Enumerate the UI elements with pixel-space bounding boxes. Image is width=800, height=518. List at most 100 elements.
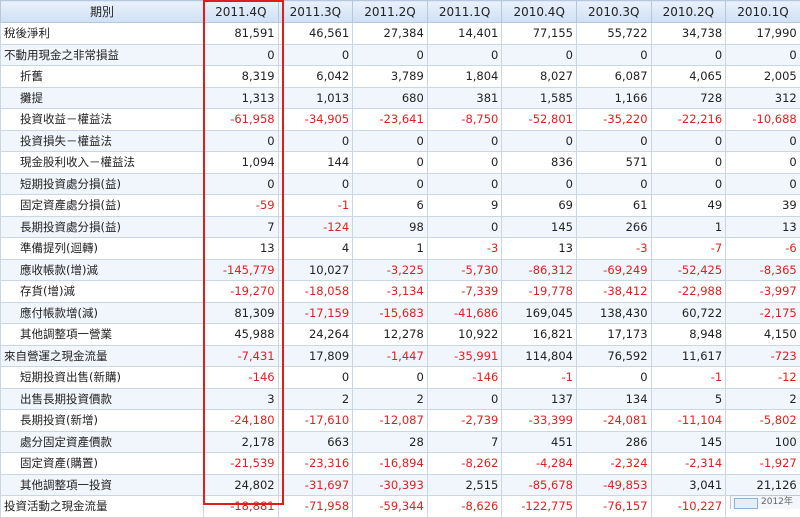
value-cell: 381 — [427, 87, 502, 109]
value-cell: -19,778 — [502, 281, 577, 303]
period-header[interactable]: 2010.1Q — [726, 1, 800, 23]
value-cell: 2,178 — [204, 431, 279, 453]
value-cell: -7,339 — [427, 281, 502, 303]
value-cell: -52,801 — [502, 109, 577, 131]
value-cell: 17,173 — [576, 324, 651, 346]
value-cell: 1,313 — [204, 87, 279, 109]
value-cell: -145,779 — [204, 259, 279, 281]
value-cell: 0 — [278, 44, 353, 66]
value-cell: 0 — [353, 173, 428, 195]
period-header[interactable]: 2011.3Q — [278, 1, 353, 23]
value-cell: -15,683 — [353, 302, 428, 324]
value-cell: 9 — [427, 195, 502, 217]
row-label: 準備提列(迴轉) — [1, 238, 204, 260]
value-cell: -5,802 — [726, 410, 800, 432]
period-header[interactable]: 2011.2Q — [353, 1, 428, 23]
value-cell: 77,155 — [502, 23, 577, 45]
value-cell: 0 — [651, 130, 726, 152]
value-cell: 1 — [353, 238, 428, 260]
value-cell: -10,688 — [726, 109, 800, 131]
value-cell: 8,948 — [651, 324, 726, 346]
value-cell: 6,087 — [576, 66, 651, 88]
value-cell: -31,697 — [278, 474, 353, 496]
value-cell: -69,249 — [576, 259, 651, 281]
value-cell: -8,626 — [427, 496, 502, 518]
period-header[interactable]: 2011.1Q — [427, 1, 502, 23]
value-cell: 0 — [353, 152, 428, 174]
value-cell: -41,686 — [427, 302, 502, 324]
row-label: 應付帳款增(減) — [1, 302, 204, 324]
value-cell: 4,150 — [726, 324, 800, 346]
row-label: 固定資產(購置) — [1, 453, 204, 475]
value-cell: 0 — [278, 173, 353, 195]
value-cell: -23,641 — [353, 109, 428, 131]
value-cell: -3 — [576, 238, 651, 260]
value-cell: 16,821 — [502, 324, 577, 346]
value-cell: -2,314 — [651, 453, 726, 475]
value-cell: 34,738 — [651, 23, 726, 45]
year-tab[interactable]: 2012年 — [730, 495, 800, 509]
value-cell: 11,617 — [651, 345, 726, 367]
value-cell: 1,166 — [576, 87, 651, 109]
row-label: 投資活動之現金流量 — [1, 496, 204, 518]
value-cell: 3 — [204, 388, 279, 410]
value-cell: 24,802 — [204, 474, 279, 496]
value-cell: -18,058 — [278, 281, 353, 303]
value-cell: 0 — [427, 388, 502, 410]
value-cell: 17,990 — [726, 23, 800, 45]
value-cell: -146 — [427, 367, 502, 389]
value-cell: 12,278 — [353, 324, 428, 346]
value-cell: 0 — [576, 173, 651, 195]
value-cell: 0 — [204, 130, 279, 152]
value-cell: 60,722 — [651, 302, 726, 324]
period-column-header: 期別 — [1, 1, 204, 23]
value-cell: 2,515 — [427, 474, 502, 496]
value-cell: 2 — [353, 388, 428, 410]
period-header[interactable]: 2010.3Q — [576, 1, 651, 23]
value-cell: 0 — [502, 173, 577, 195]
value-cell: 1,094 — [204, 152, 279, 174]
table-row: 投資活動之現金流量-18,881-71,958-59,344-8,626-122… — [1, 496, 800, 518]
table-row: 投資收益－權益法-61,958-34,905-23,641-8,750-52,8… — [1, 109, 800, 131]
value-cell: 0 — [204, 173, 279, 195]
value-cell: 680 — [353, 87, 428, 109]
value-cell: 10,027 — [278, 259, 353, 281]
row-label: 不動用現金之非常損益 — [1, 44, 204, 66]
value-cell: -22,988 — [651, 281, 726, 303]
period-header[interactable]: 2010.2Q — [651, 1, 726, 23]
row-label: 攤提 — [1, 87, 204, 109]
header-row: 期別 2011.4Q 2011.3Q 2011.2Q 2011.1Q 2010.… — [1, 1, 800, 23]
value-cell: -8,750 — [427, 109, 502, 131]
value-cell: -33,399 — [502, 410, 577, 432]
value-cell: 2 — [726, 388, 800, 410]
row-label: 其他調整項一營業 — [1, 324, 204, 346]
value-cell: 0 — [726, 152, 800, 174]
value-cell: 46,561 — [278, 23, 353, 45]
row-label: 折舊 — [1, 66, 204, 88]
value-cell: 169,045 — [502, 302, 577, 324]
value-cell: -3,134 — [353, 281, 428, 303]
value-cell: -18,881 — [204, 496, 279, 518]
period-header[interactable]: 2011.4Q — [204, 1, 279, 23]
value-cell: -38,412 — [576, 281, 651, 303]
value-cell: 0 — [651, 44, 726, 66]
value-cell: 27,384 — [353, 23, 428, 45]
value-cell: 137 — [502, 388, 577, 410]
tab-icon — [734, 498, 758, 509]
value-cell: 1 — [651, 216, 726, 238]
period-header[interactable]: 2010.4Q — [502, 1, 577, 23]
value-cell: 3,789 — [353, 66, 428, 88]
value-cell: -30,393 — [353, 474, 428, 496]
row-label: 存貨(增)減 — [1, 281, 204, 303]
value-cell: 663 — [278, 431, 353, 453]
value-cell: -4,284 — [502, 453, 577, 475]
row-label: 來自營運之現金流量 — [1, 345, 204, 367]
